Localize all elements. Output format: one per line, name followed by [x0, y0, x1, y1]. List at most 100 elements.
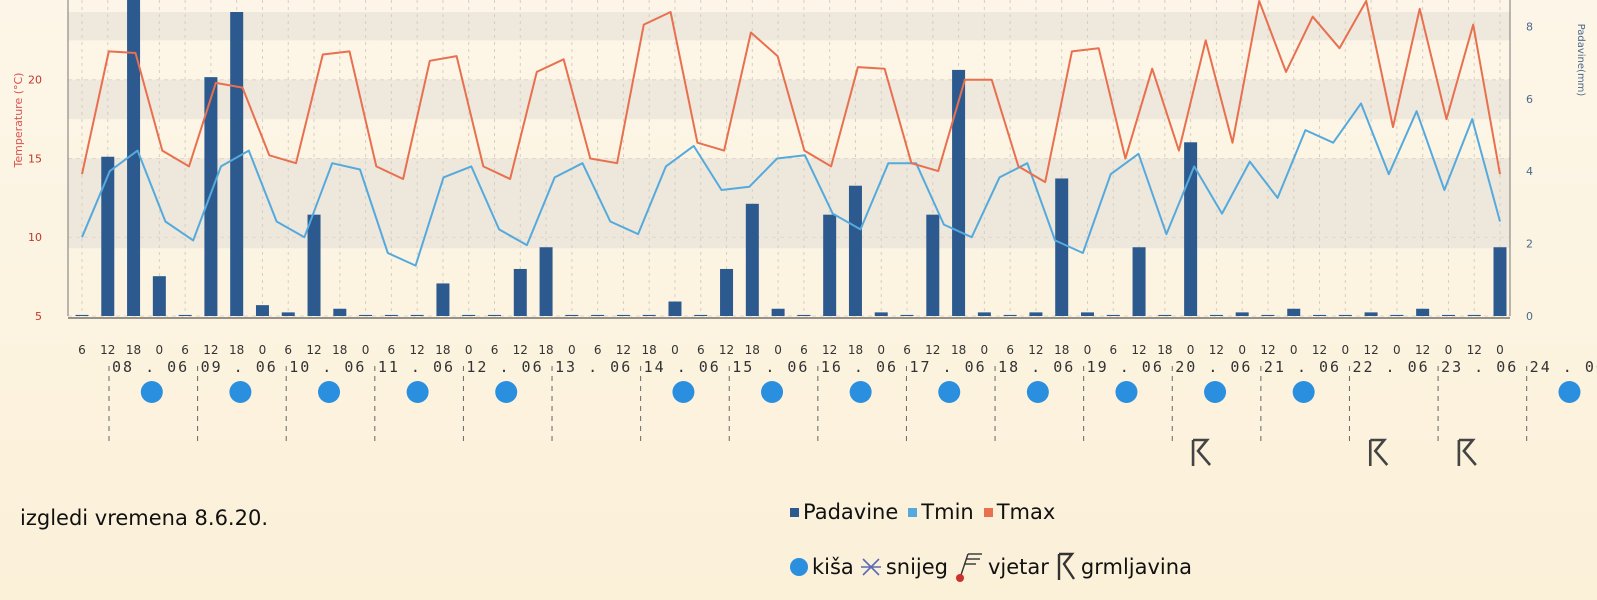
right-axis-label: Padavine(mm)	[1575, 24, 1586, 97]
hour-label: 12	[719, 343, 734, 357]
hour-label: 12	[1260, 343, 1275, 357]
legend-item-tmin[interactable]: Tmin	[908, 500, 974, 524]
rain-icon	[672, 381, 695, 403]
legend-label-tmax: Tmax	[996, 500, 1056, 524]
hour-label: 18	[1054, 343, 1069, 357]
temperature-lines	[81, 0, 1501, 267]
tmin-swatch	[908, 507, 918, 517]
right-tick-label: 6	[1526, 93, 1533, 106]
axes: 5 10 15 20 0 2 4 6 8	[28, 0, 1533, 323]
hour-label: 6	[181, 343, 189, 357]
rain-icon	[938, 381, 961, 403]
precip-bar	[436, 283, 450, 316]
hour-label: 0	[1238, 343, 1246, 357]
date-label: 15 . 06	[732, 358, 809, 376]
hour-label: 0	[1084, 343, 1092, 357]
legend-item-grmljavina: grmljavina	[1055, 552, 1192, 582]
hour-label: 12	[925, 343, 940, 357]
hour-label: 6	[594, 343, 602, 357]
line-tmin	[81, 102, 1501, 267]
left-tick-label: 10	[28, 231, 42, 244]
thunder-icon	[1057, 552, 1075, 580]
precip-bar	[694, 314, 708, 316]
hour-label: 12	[1467, 343, 1482, 357]
legend-label-padavine: Padavine	[803, 500, 899, 524]
precip-bar	[1184, 142, 1198, 316]
hour-label: 18	[126, 343, 141, 357]
precip-bar	[384, 314, 398, 316]
legend-label-kisa: kiša	[812, 555, 854, 579]
hour-label: 18	[951, 343, 966, 357]
date-label: 14 . 06	[644, 358, 721, 376]
hour-label: 18	[538, 343, 553, 357]
legend-label-vjetar: vjetar	[987, 555, 1049, 579]
padavine-swatch	[790, 507, 799, 517]
precip-bar	[720, 268, 734, 316]
hour-label: 18	[642, 343, 657, 357]
hour-label: 0	[1341, 343, 1349, 357]
date-label: 19 . 06	[1087, 358, 1164, 376]
rain-icon	[318, 381, 341, 403]
hour-label: 18	[745, 343, 760, 357]
precip-bar	[1158, 314, 1172, 316]
left-axis-label: Temperature (°C)	[12, 73, 25, 169]
precip-bar	[1003, 314, 1017, 316]
thunder-icon	[1457, 438, 1477, 466]
precip-bar	[668, 301, 682, 316]
precip-bar	[230, 12, 244, 316]
precip-bar	[952, 69, 966, 317]
rain-icon	[495, 381, 518, 403]
hour-label: 12	[410, 343, 425, 357]
precip-bar	[255, 305, 269, 316]
hour-label: 0	[981, 343, 989, 357]
precip-bar	[307, 214, 321, 316]
hour-label: 6	[388, 343, 396, 357]
precip-bar	[281, 312, 295, 316]
legend-item-padavine[interactable]: Padavine	[790, 500, 898, 524]
rain-icon	[229, 381, 252, 403]
hour-label: 6	[1109, 343, 1117, 357]
precip-bar	[848, 185, 862, 316]
tmax-swatch	[983, 507, 993, 517]
precip-bar	[539, 247, 553, 316]
legend-label-snijeg: snijeg	[885, 555, 948, 579]
x-axis-labels: 6 12 18 0 6 12 18 0 6 12 18 0 6 12 18 0 6 12 18 0 6 12 18 0 6 12 1…	[78, 343, 1597, 446]
precip-bar	[333, 308, 347, 316]
hour-label: 12	[1028, 343, 1043, 357]
precip-bar	[410, 314, 424, 316]
hour-label: 0	[1290, 343, 1298, 357]
legend-item-snijeg: snijeg	[860, 555, 948, 579]
legend-label-grmljavina: grmljavina	[1080, 555, 1192, 579]
precip-bar	[204, 77, 218, 317]
hour-label: 6	[1006, 343, 1014, 357]
date-label: 08 . 06	[112, 358, 189, 376]
rain-icon	[790, 558, 808, 576]
date-label: 22 . 06	[1352, 358, 1429, 376]
rain-icon	[1115, 381, 1138, 403]
hour-label: 12	[822, 343, 837, 357]
hour-label: 18	[229, 343, 244, 357]
hour-label: 6	[903, 343, 911, 357]
hour-label: 0	[465, 343, 473, 357]
precip-bar	[1338, 314, 1352, 316]
precip-bar	[1390, 314, 1404, 316]
precip-bar	[1029, 312, 1043, 316]
date-label: 23 . 06	[1441, 358, 1518, 376]
hour-label: 0	[1496, 343, 1504, 357]
precip-bar	[874, 312, 888, 316]
precip-bar	[1209, 314, 1223, 316]
date-label: 18 . 06	[998, 358, 1075, 376]
precip-bar	[565, 314, 579, 316]
hour-label: 0	[774, 343, 782, 357]
precip-bar	[75, 314, 89, 316]
date-label: 20 . 06	[1175, 358, 1252, 376]
legend-item-tmax[interactable]: Tmax	[983, 500, 1056, 524]
precip-bar	[771, 308, 785, 316]
precip-bar	[591, 314, 605, 316]
hour-label: 18	[435, 343, 450, 357]
legend-item-vjetar: vjetar	[954, 550, 1049, 584]
precip-bar	[1493, 247, 1507, 316]
precip-bar	[642, 314, 656, 316]
hour-label: 12	[1209, 343, 1224, 357]
date-label: 11 . 06	[378, 358, 455, 376]
